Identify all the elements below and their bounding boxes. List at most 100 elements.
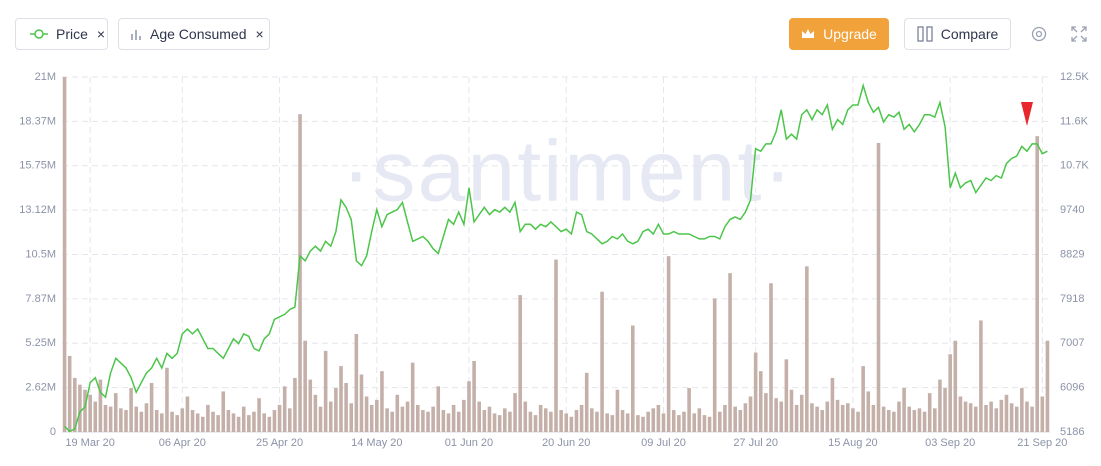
bar [835,399,840,432]
bar [83,389,87,432]
bar [451,404,456,432]
watermark: ·santiment· [342,124,794,220]
upgrade-button[interactable]: Upgrade [789,18,889,50]
bar [503,408,507,432]
bar [134,406,139,432]
bar [753,352,758,432]
bar [559,410,563,432]
bar [1014,406,1019,432]
bar [231,413,236,432]
bar [610,415,615,432]
close-icon[interactable]: × [96,26,106,42]
bar [67,355,72,432]
bar [226,410,231,432]
bar [298,114,302,432]
bar [456,411,461,432]
bar [579,404,584,432]
bar [323,350,328,432]
bar [1020,388,1024,432]
bar [764,393,768,432]
bar [989,401,993,432]
bar [462,399,466,432]
settings-icon[interactable] [1030,25,1048,43]
compare-button[interactable]: Compare [904,18,1011,50]
bar [554,259,558,432]
bar [1045,340,1050,432]
bar [600,291,604,432]
bar [236,416,241,432]
bar [1009,403,1014,432]
bar [810,403,814,432]
bar [113,393,118,432]
bar [830,377,835,432]
bar [564,413,569,432]
bar [144,403,149,432]
bar [574,410,579,432]
y2-tick-label: 7918 [1060,293,1084,305]
bar [661,413,666,432]
bar [497,415,502,432]
bar [784,359,789,432]
bar [963,401,968,432]
bar [349,403,354,432]
y2-tick-label: 12.5K [1060,71,1089,83]
bar [917,408,922,432]
bar [482,410,487,432]
bar [339,366,343,432]
x-tick-label: 06 Apr 20 [159,437,206,449]
bar [528,411,533,432]
price-label: Price [56,26,88,42]
bar [88,394,92,432]
bar [518,295,522,432]
bar [359,374,364,432]
bar [922,411,927,432]
bar [303,340,307,432]
bar [973,406,978,432]
bar [93,401,98,432]
bar [267,416,272,432]
bar [569,416,574,432]
bar [160,413,164,432]
bar [861,366,865,432]
bar [375,399,379,432]
bar [1035,136,1039,432]
bar [933,408,937,432]
bar [149,382,154,432]
bar [344,382,348,432]
age-label: Age Consumed [150,26,247,42]
bar [288,408,292,432]
y-tick-label: 2.62M [25,382,56,394]
age-icon [131,30,141,40]
bar [630,325,635,432]
bar [200,416,205,432]
bar [912,410,917,432]
age-chip[interactable]: Age Consumed × [118,18,270,50]
bar [948,354,952,432]
bar [820,410,824,432]
close-icon[interactable]: × [255,26,264,42]
bar [508,411,512,432]
bar [436,386,441,432]
bar [979,320,983,432]
y-tick-label: 21M [35,71,56,83]
bar [426,411,430,432]
bar [165,367,169,432]
bar [866,391,871,432]
fullscreen-icon[interactable] [1071,26,1087,42]
bar [769,283,773,432]
price-chip[interactable]: Price × [15,18,108,50]
bar [815,406,819,432]
bar [129,388,133,432]
bar [712,298,717,432]
bar [856,411,860,432]
y-tick-label: 18.37M [19,115,56,127]
bar [641,416,645,432]
bar [733,406,737,432]
bar [221,391,226,432]
bar [98,379,103,432]
bar [380,371,384,432]
bar [1040,396,1045,432]
bar [421,410,425,432]
